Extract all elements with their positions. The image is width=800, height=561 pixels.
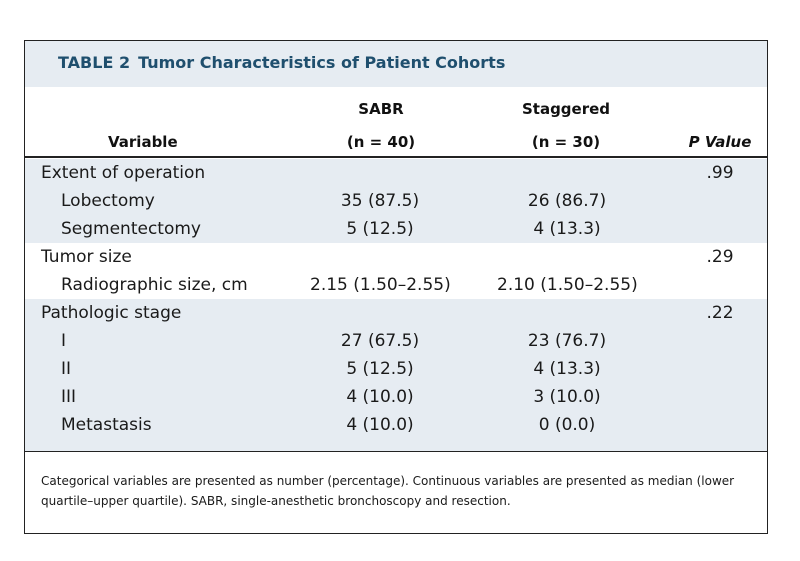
header-staggered-name: Staggered xyxy=(521,100,611,118)
cell-variable: Segmentectomy xyxy=(61,219,201,239)
cell-staggered: 0 (0.0) xyxy=(538,415,596,435)
header-staggered-n: (n = 30) xyxy=(531,133,601,151)
table-title-bar: TABLE 2 Tumor Characteristics of Patient … xyxy=(25,41,767,87)
cell-variable: Tumor size xyxy=(41,247,132,267)
cell-staggered: 2.10 (1.50–2.55) xyxy=(497,275,638,295)
cell-sabr: 4 (10.0) xyxy=(346,415,414,435)
table-row: Tumor size .29 xyxy=(25,243,767,271)
table-footnote: Categorical variables are presented as n… xyxy=(41,474,735,508)
cell-staggered: 23 (76.7) xyxy=(527,331,607,351)
cell-variable: II xyxy=(61,359,72,379)
table-row: Segmentectomy 5 (12.5) 4 (13.3) xyxy=(25,215,767,243)
table-row: Radiographic size, cm 2.15 (1.50–2.55) 2… xyxy=(25,271,767,299)
cell-variable: Pathologic stage xyxy=(41,303,182,323)
header-sabr-n: (n = 40) xyxy=(346,133,416,151)
footer-rule xyxy=(25,451,767,452)
cell-p-value: .99 xyxy=(706,163,734,183)
header-rule xyxy=(25,156,767,158)
table-row: I 27 (67.5) 23 (76.7) xyxy=(25,327,767,355)
cell-variable: Lobectomy xyxy=(61,191,155,211)
cell-variable: Metastasis xyxy=(61,415,152,435)
table-label: TABLE 2 xyxy=(58,53,131,72)
table-row: Lobectomy 35 (87.5) 26 (86.7) xyxy=(25,187,767,215)
table-row: Extent of operation .99 xyxy=(25,159,767,187)
cell-sabr: 35 (87.5) xyxy=(340,191,420,211)
cell-sabr: 4 (10.0) xyxy=(346,387,414,407)
cell-sabr: 2.15 (1.50–2.55) xyxy=(310,275,451,295)
cell-variable: III xyxy=(61,387,77,407)
table-title-text: Tumor Characteristics of Patient Cohorts xyxy=(138,53,506,72)
cell-variable: Radiographic size, cm xyxy=(61,275,248,295)
header-p-value-text: P Value xyxy=(688,133,752,151)
cell-variable: I xyxy=(61,331,67,351)
cell-p-value: .22 xyxy=(706,303,734,323)
cell-staggered: 4 (13.3) xyxy=(533,219,601,239)
cell-p-value: .29 xyxy=(706,247,734,267)
cell-staggered: 26 (86.7) xyxy=(527,191,607,211)
header-p-value: P Value xyxy=(680,133,760,151)
table-row: III 4 (10.0) 3 (10.0) xyxy=(25,383,767,411)
cell-sabr: 5 (12.5) xyxy=(346,219,414,239)
header-sabr-name: SABR xyxy=(358,100,404,118)
cell-variable: Extent of operation xyxy=(41,163,206,183)
table-row: Pathologic stage .22 xyxy=(25,299,767,327)
table-frame: TABLE 2 Tumor Characteristics of Patient … xyxy=(24,40,768,534)
header-variable: Variable xyxy=(108,133,178,151)
table-title: TABLE 2 Tumor Characteristics of Patient … xyxy=(58,53,505,72)
table-row: Metastasis 4 (10.0) 0 (0.0) xyxy=(25,411,767,451)
table-row: II 5 (12.5) 4 (13.3) xyxy=(25,355,767,383)
cell-sabr: 27 (67.5) xyxy=(340,331,420,351)
cell-sabr: 5 (12.5) xyxy=(346,359,414,379)
cell-staggered: 4 (13.3) xyxy=(533,359,601,379)
cell-staggered: 3 (10.0) xyxy=(533,387,601,407)
